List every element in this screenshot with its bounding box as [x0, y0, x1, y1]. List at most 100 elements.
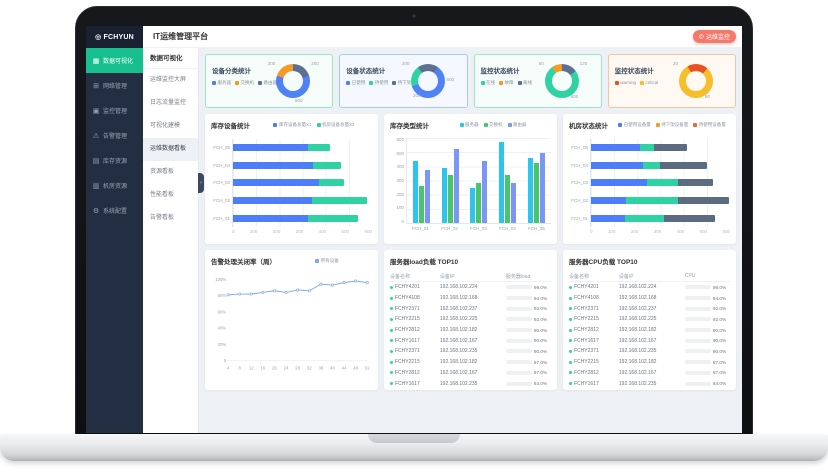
- sidebar-item[interactable]: ▣ 监控管理: [86, 98, 143, 123]
- load-bar-track: [684, 285, 711, 290]
- device-name: FCHY2812: [395, 369, 420, 376]
- x-axis-categories: FCH_01 FCH_02 FCH_03 FCH_04 FCH_05: [406, 226, 551, 231]
- webcam-icon: [412, 14, 416, 18]
- device-name: FCHY1617: [395, 337, 420, 344]
- legend-item[interactable]: 服务器: [212, 80, 231, 86]
- submenu-item[interactable]: 可视化建模: [150, 123, 181, 129]
- table-row[interactable]: FCHY1617 192.168.102.235 84.0%: [569, 378, 730, 389]
- submenu-item[interactable]: 告警看板: [150, 215, 175, 221]
- sidebar-item[interactable]: ⚠ 告警管理: [86, 123, 143, 148]
- table-row[interactable]: FCHY2215 192.168.102.225 92.0%: [569, 314, 730, 325]
- legend-item[interactable]: 路由器: [258, 80, 277, 86]
- table-row[interactable]: FCHY4201 192.168.102.224 99.0%: [390, 282, 551, 293]
- legend-item[interactable]: 交换机: [483, 122, 503, 128]
- column-header: CPU: [684, 273, 696, 279]
- table-row[interactable]: FCHY2371 192.168.102.235 90.0%: [569, 346, 730, 357]
- load-bar-track: [505, 285, 532, 290]
- plot-area: [590, 139, 730, 227]
- legend-item[interactable]: 已使用设备量: [618, 122, 651, 128]
- sidebar-item[interactable]: ▦ 数据可视化: [86, 48, 143, 73]
- donut-label: 120: [579, 61, 588, 66]
- legend-item[interactable]: 待使用设备量: [693, 122, 726, 128]
- load-cell: 90.0%: [684, 328, 730, 333]
- bar-segment: [591, 179, 647, 187]
- load-bar-track: [684, 338, 711, 343]
- submenu-item[interactable]: 性能看板: [150, 192, 175, 198]
- legend-item[interactable]: 库存设备总量X1: [273, 122, 312, 128]
- legend-item[interactable]: warning: [614, 80, 636, 85]
- table-row[interactable]: FCHY2371 192.168.102.237 92.0%: [390, 303, 551, 314]
- device-name: FCHY2812: [395, 327, 420, 334]
- table-row[interactable]: FCHY2812 192.168.102.167 87.0%: [390, 368, 551, 379]
- device-name-cell: FCHY2371: [390, 348, 440, 354]
- submenu-item[interactable]: 日志流量监控: [150, 100, 187, 106]
- table-row[interactable]: FCHY2812 192.168.102.182 90.0%: [390, 325, 551, 336]
- bar-segment: [591, 214, 625, 222]
- legend-item[interactable]: 交换机: [235, 80, 254, 86]
- chart-legend: 已使用 待使用 待下架: [346, 80, 460, 86]
- load-value: 90.0%: [533, 348, 548, 354]
- sidebar-item[interactable]: ▤ 库存资源: [86, 148, 143, 173]
- table-row[interactable]: FCHY2215 192.168.102.225 92.0%: [390, 314, 551, 325]
- bar-group: [436, 138, 465, 223]
- legend-item[interactable]: 在线: [480, 80, 495, 86]
- load-value: 87.0%: [533, 370, 548, 376]
- table-row[interactable]: FCHY2371 192.168.102.235 90.0%: [390, 346, 551, 357]
- legend-label: 离线: [523, 80, 532, 85]
- table-row[interactable]: FCHY2215 192.168.102.182 87.0%: [390, 357, 551, 368]
- legend-item[interactable]: 机房设备总量X2: [316, 122, 355, 128]
- legend-swatch-icon: [316, 123, 321, 127]
- legend-item[interactable]: 服务器: [459, 122, 479, 128]
- legend-item[interactable]: 离线: [517, 80, 532, 86]
- table-row[interactable]: FCHY4108 192.168.102.168 94.0%: [390, 293, 551, 304]
- legend-item[interactable]: 待使用: [369, 80, 388, 86]
- table-row[interactable]: FCHY2371 192.168.102.237 92.0%: [569, 303, 730, 314]
- legend-label: 服务器: [217, 80, 232, 85]
- collapse-sidebar-handle[interactable]: ‹: [198, 173, 204, 193]
- legend-item[interactable]: 待下架设备量: [655, 122, 688, 128]
- legend-item[interactable]: 所有设备: [315, 258, 339, 264]
- axis-label: FCH_01: [571, 215, 588, 221]
- sidebar-item[interactable]: ⚙ 系统配置: [86, 198, 143, 223]
- logo-icon: ◎: [95, 34, 102, 41]
- axis-tick: 500: [341, 229, 350, 234]
- bar-row: [591, 209, 730, 227]
- legend-item[interactable]: critical: [640, 80, 658, 85]
- load-cell: 87.0%: [684, 360, 730, 365]
- table-row[interactable]: FCHY1617 192.168.102.167 90.0%: [390, 335, 551, 346]
- bar-segment: [646, 179, 678, 187]
- device-ip: 192.168.102.225: [618, 316, 657, 323]
- monitor-button[interactable]: ◎ 运维监控: [692, 30, 736, 43]
- submenu-item[interactable]: 运维监控大屏: [150, 77, 187, 83]
- table-row[interactable]: FCHY2215 192.168.102.182 87.0%: [569, 357, 730, 368]
- axis-label: FCH_04: [499, 226, 516, 231]
- device-name-cell: FCHY2215: [390, 359, 440, 365]
- table-row[interactable]: FCHY2812 192.168.102.167 87.0%: [569, 368, 730, 379]
- card-title: 服务器load负载 TOP10: [390, 259, 459, 266]
- table-row[interactable]: FCHY4108 192.168.102.168 94.0%: [569, 293, 730, 304]
- device-ip: 192.168.102.235: [618, 380, 657, 387]
- server-room-icon: ▥: [92, 182, 100, 190]
- submenu-item[interactable]: 资源看板: [150, 169, 175, 175]
- legend-item[interactable]: 路由器: [507, 122, 527, 128]
- legend-item[interactable]: 待下架: [392, 80, 411, 86]
- device-name-cell: FCHY2812: [390, 370, 440, 376]
- submenu-item[interactable]: 运维数据看板: [143, 138, 198, 161]
- table-row[interactable]: FCHY2812 192.168.102.182 90.0%: [569, 325, 730, 336]
- bar-segment: [233, 214, 309, 222]
- bar: [441, 167, 447, 223]
- donut-label: 80: [538, 61, 544, 66]
- legend-item[interactable]: 故障: [499, 80, 514, 86]
- table-row[interactable]: FCHY4201 192.168.102.224 99.0%: [569, 282, 730, 293]
- sidebar-item[interactable]: ⊞ 网络管理: [86, 73, 143, 98]
- table-row[interactable]: FCHY1617 192.168.102.167 90.0%: [569, 335, 730, 346]
- stacked-bar: [233, 179, 345, 187]
- legend-item[interactable]: 已使用: [346, 80, 365, 86]
- device-name-cell: FCHY2812: [569, 327, 619, 333]
- axis-tick: 600: [364, 229, 372, 234]
- stacked-bar: [233, 197, 368, 205]
- table-row[interactable]: FCHY1617 192.168.102.235 84.0%: [390, 378, 551, 389]
- main-content: 设备分类统计 服务器 交换机 路由器 200 200 600 设备状态统计 已使用 待使用 待下架 2…: [199, 48, 742, 433]
- sidebar-item[interactable]: ▥ 机房资源: [86, 173, 143, 198]
- bar-group: [522, 138, 551, 223]
